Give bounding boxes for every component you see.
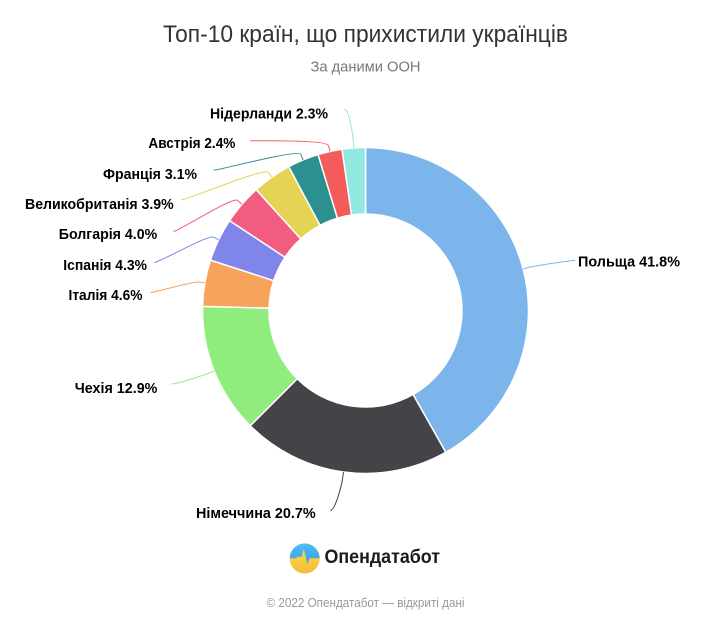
- svg-text:Великобританія 3.9%: Великобританія 3.9%: [25, 196, 174, 213]
- svg-text:Нідерланди 2.3%: Нідерланди 2.3%: [210, 106, 328, 123]
- svg-text:Франція 3.1%: Франція 3.1%: [103, 166, 197, 183]
- svg-text:Іспанія 4.3%: Іспанія 4.3%: [63, 257, 147, 274]
- svg-text:Болгарія 4.0%: Болгарія 4.0%: [59, 226, 157, 243]
- svg-text:© 2022 Опендатабот — відкриті: © 2022 Опендатабот — відкриті дані: [267, 596, 465, 610]
- svg-text:Топ-10 країн, що прихистили ук: Топ-10 країн, що прихистили українців: [163, 21, 568, 48]
- svg-text:За даними ООН: За даними ООН: [311, 59, 421, 76]
- svg-text:Опендатабот: Опендатабот: [325, 547, 441, 568]
- svg-text:Чехія 12.9%: Чехія 12.9%: [75, 380, 158, 397]
- svg-text:Італія 4.6%: Італія 4.6%: [69, 287, 143, 304]
- svg-text:Німеччина 20.7%: Німеччина 20.7%: [196, 505, 316, 522]
- svg-text:Польща 41.8%: Польща 41.8%: [578, 254, 680, 271]
- svg-text:Австрія 2.4%: Австрія 2.4%: [148, 135, 235, 152]
